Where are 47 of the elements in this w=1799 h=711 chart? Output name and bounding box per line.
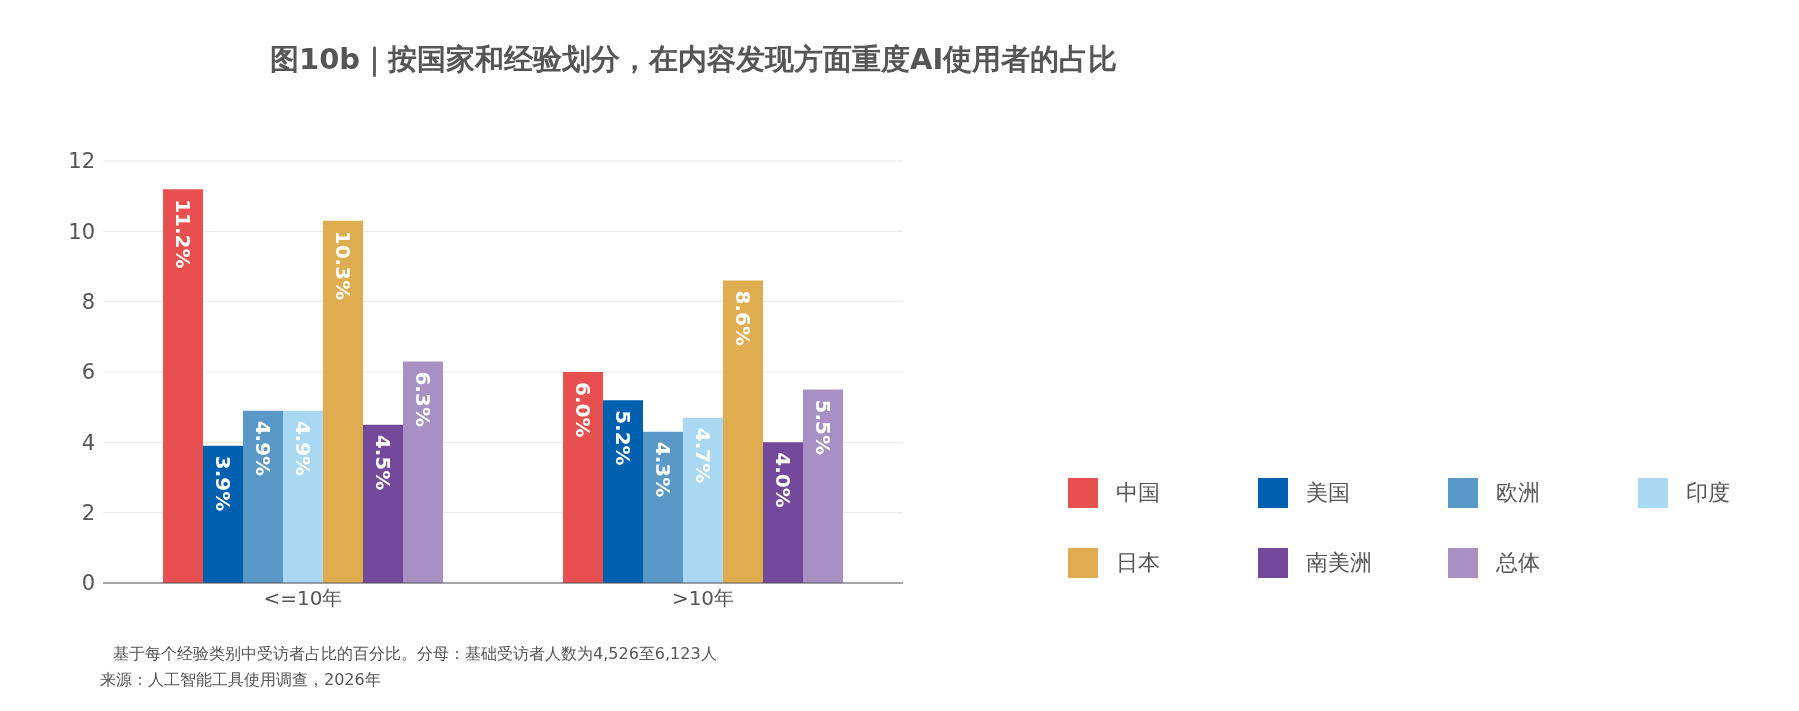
x-tick-label: >10年	[671, 586, 735, 611]
data-label: 4.3%	[651, 441, 675, 498]
data-label: 11.2%	[171, 199, 195, 269]
bar	[363, 424, 403, 583]
y-tick-label: 2	[81, 501, 95, 526]
bar	[243, 410, 283, 583]
y-tick-label: 6	[81, 360, 95, 385]
chart-title: 图10b｜按国家和经验划分，在内容发现方面重度AI使用者的占比	[270, 41, 1118, 79]
legend-label: 日本	[1116, 549, 1160, 577]
data-label: 4.5%	[371, 434, 395, 491]
text: 基于每个经验类别中受访者占比的百分比。分母：基础受访者人数为4,526至6,123人	[113, 644, 717, 665]
data-label: 3.9%	[211, 455, 235, 512]
data-label: 5.5%	[811, 399, 835, 456]
bar	[283, 410, 323, 583]
y-tick-label: 12	[68, 149, 95, 174]
bar	[403, 361, 443, 583]
bar	[763, 442, 803, 583]
bar	[803, 389, 843, 583]
data-label: 8.6%	[731, 290, 755, 347]
data-label: 4.0%	[771, 452, 795, 508]
data-label: 6.3%	[411, 371, 435, 427]
legend-label: 南美洲	[1306, 549, 1372, 577]
y-tick-label: 8	[81, 290, 95, 315]
x-tick-label: <=10年	[263, 586, 343, 611]
data-label: 4.9%	[251, 420, 275, 477]
legend-label: 印度	[1686, 479, 1730, 507]
bar	[163, 189, 203, 583]
bar	[683, 417, 723, 583]
legend-label: 美国	[1306, 479, 1350, 507]
data-label: 6.0%	[571, 382, 595, 438]
data-label: 4.7%	[691, 427, 715, 484]
data-label: 10.3%	[331, 230, 355, 301]
bar	[643, 431, 683, 583]
data-label: 4.9%	[291, 420, 315, 477]
bar	[603, 400, 643, 583]
data-label: 5.2%	[611, 410, 635, 466]
source-note: 来源：人工智能工具使用调查，2026年	[100, 670, 381, 691]
legend-label: 欧洲	[1496, 479, 1540, 507]
bar	[563, 372, 603, 583]
y-tick-label: 10	[68, 219, 95, 244]
bar	[723, 280, 763, 583]
bar	[203, 445, 243, 583]
legend-label: 总体	[1496, 549, 1540, 577]
y-tick-label: 4	[81, 430, 95, 455]
bar	[323, 220, 363, 583]
y-tick-label: 0	[81, 571, 95, 596]
legend-label: 中国	[1116, 479, 1160, 507]
